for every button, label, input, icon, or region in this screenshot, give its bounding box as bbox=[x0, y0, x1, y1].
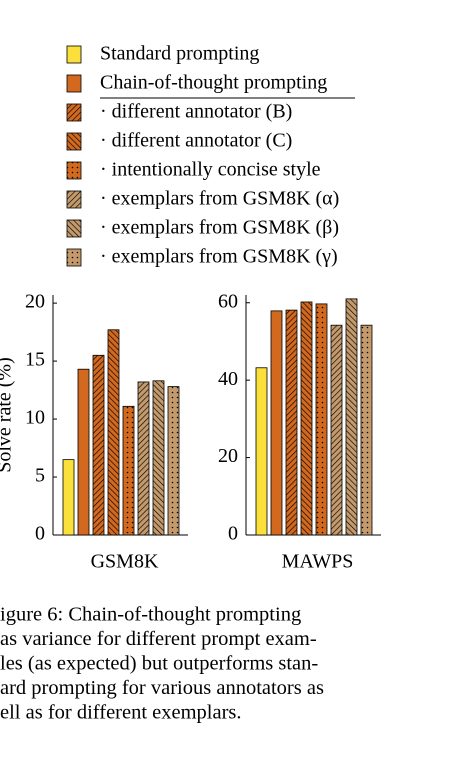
y-tick-label: 20 bbox=[25, 291, 45, 313]
y-tick-label: 10 bbox=[25, 407, 45, 429]
legend-label: · different annotator (B) bbox=[100, 101, 292, 123]
legend-label: · exemplars from GSM8K (γ) bbox=[100, 246, 338, 268]
caption-line: as variance for different prompt exam- bbox=[0, 628, 317, 650]
legend-label: · intentionally concise style bbox=[100, 159, 321, 181]
bar bbox=[107, 329, 120, 536]
bar bbox=[330, 324, 343, 536]
bar bbox=[360, 324, 373, 536]
y-axis-label: Solve rate (%) bbox=[0, 357, 16, 473]
legend-swatch bbox=[66, 45, 82, 64]
legend-swatch bbox=[66, 190, 82, 209]
x-tick-label: GSM8K bbox=[91, 551, 159, 573]
caption-line: igure 6: Chain-of-thought prompting bbox=[0, 604, 301, 626]
y-tick-label: 0 bbox=[35, 523, 45, 545]
bar bbox=[285, 309, 298, 536]
legend-label: · exemplars from GSM8K (β) bbox=[100, 217, 339, 239]
y-tick-label: 5 bbox=[35, 465, 45, 487]
legend-label: Standard prompting bbox=[100, 43, 259, 65]
legend-label: · exemplars from GSM8K (α) bbox=[100, 188, 339, 210]
y-tick-label: 15 bbox=[25, 349, 45, 371]
bar bbox=[300, 301, 313, 536]
bar bbox=[137, 381, 150, 536]
bar bbox=[152, 380, 165, 536]
x-tick-label: MAWPS bbox=[282, 551, 354, 573]
y-tick-label: 0 bbox=[228, 523, 238, 545]
caption-line: ard prompting for various annotators as bbox=[0, 677, 324, 699]
y-tick-label: 20 bbox=[218, 445, 238, 467]
bar bbox=[345, 298, 358, 536]
bar bbox=[122, 405, 135, 536]
bar bbox=[270, 310, 283, 536]
bar bbox=[77, 368, 90, 536]
legend-label: · different annotator (C) bbox=[100, 130, 292, 152]
legend-swatch bbox=[66, 161, 82, 180]
bar bbox=[92, 354, 105, 536]
bar bbox=[255, 367, 268, 536]
legend-swatch bbox=[66, 103, 82, 122]
bar bbox=[315, 303, 328, 536]
y-tick-label: 40 bbox=[218, 368, 238, 390]
y-tick-label: 60 bbox=[218, 290, 238, 312]
bar bbox=[167, 386, 180, 536]
legend-swatch bbox=[66, 248, 82, 267]
legend-swatch bbox=[66, 219, 82, 238]
caption-line: les (as expected) but outperforms stan- bbox=[0, 653, 318, 675]
legend-swatch bbox=[66, 74, 82, 93]
caption-line: ell as for different exemplars. bbox=[0, 702, 242, 724]
bar bbox=[62, 459, 75, 536]
legend-swatch bbox=[66, 132, 82, 151]
legend-label: Chain-of-thought prompting bbox=[100, 72, 327, 94]
